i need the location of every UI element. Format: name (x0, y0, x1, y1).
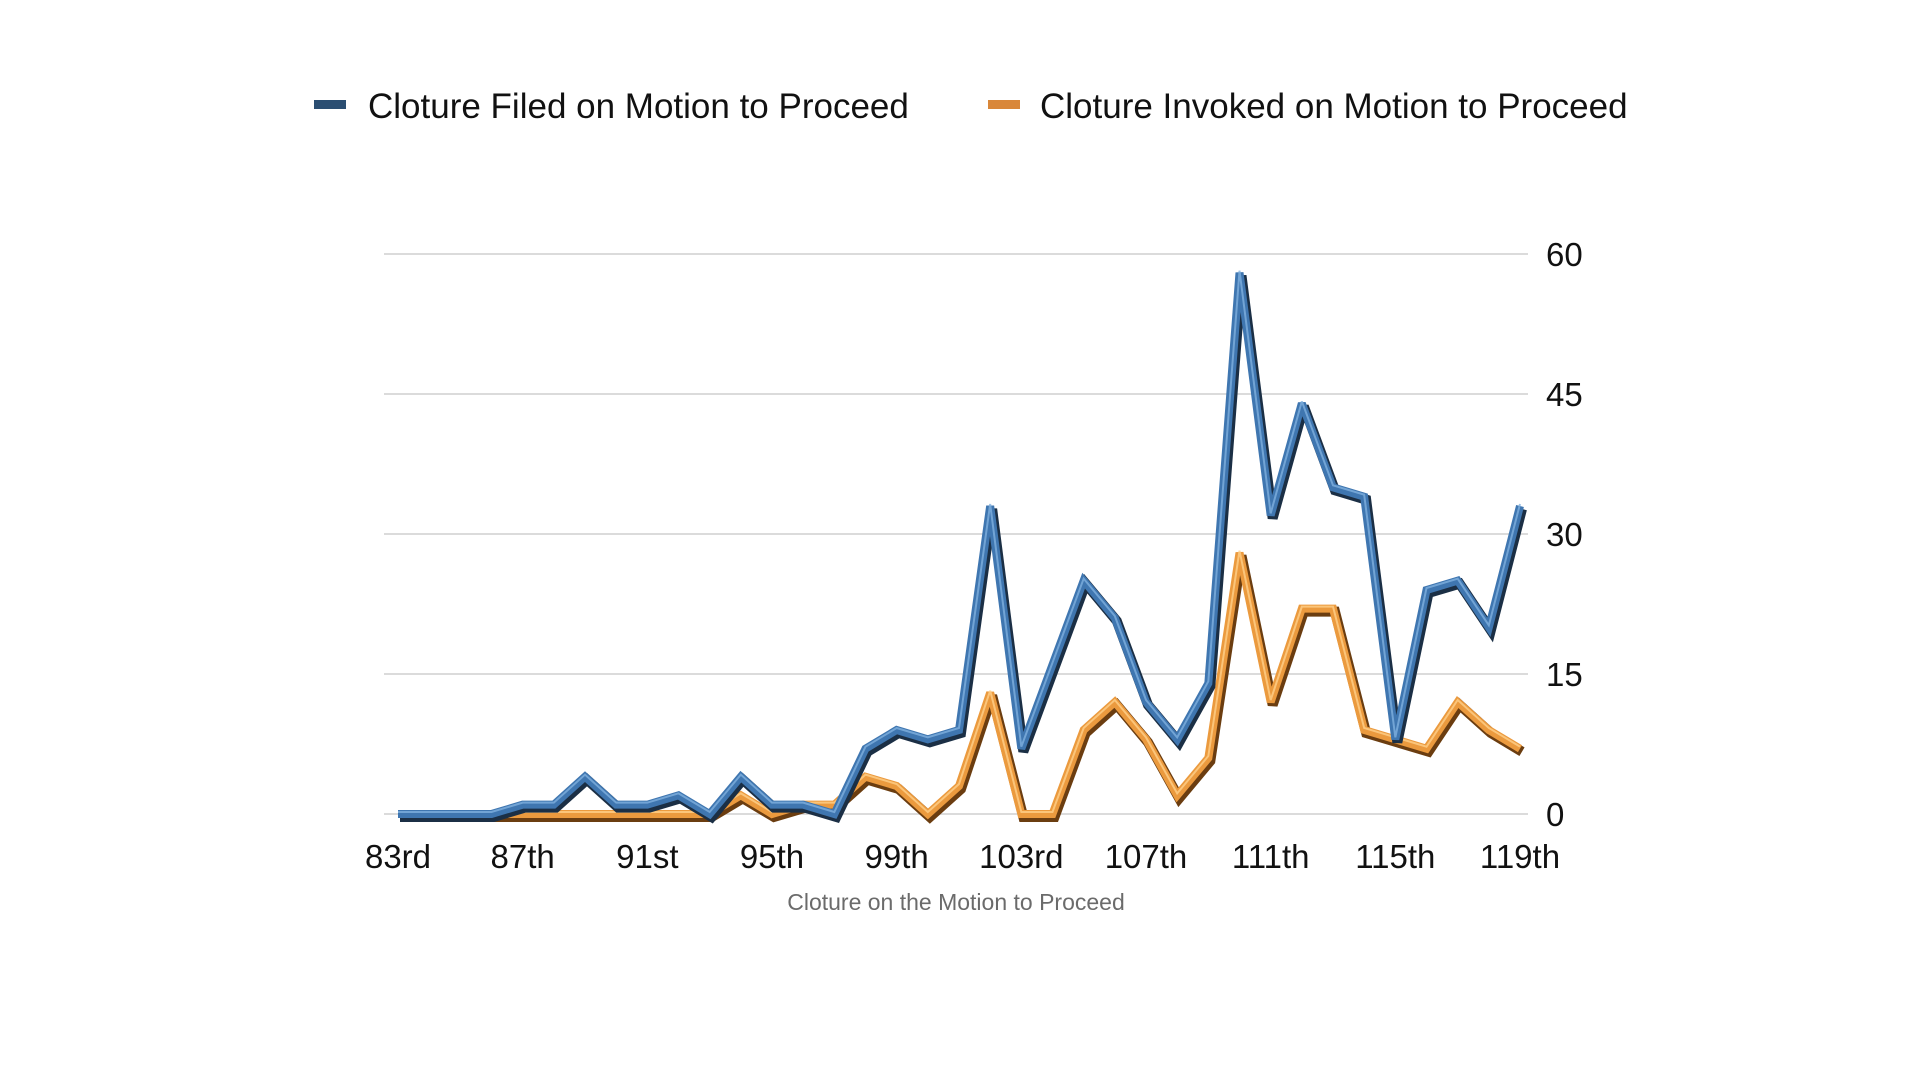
legend-label-filed: Cloture Filed on Motion to Proceed (368, 87, 909, 126)
x-tick-label: 103rd (979, 838, 1063, 875)
y-tick-label: 30 (1546, 516, 1583, 553)
legend: Cloture Filed on Motion to Proceed Clotu… (314, 87, 1628, 126)
x-axis-title: Cloture on the Motion to Proceed (787, 889, 1125, 915)
x-tick-label: 111th (1232, 838, 1310, 875)
x-tick-label: 87th (491, 838, 555, 875)
x-tick-label: 119th (1480, 838, 1560, 875)
legend-label-invoked: Cloture Invoked on Motion to Proceed (1040, 87, 1628, 126)
x-tick-label: 107th (1105, 838, 1188, 875)
series-filed[interactable] (395, 270, 1527, 824)
x-tick-label: 91st (616, 838, 678, 875)
series-layer (395, 270, 1527, 824)
gridlines (384, 253, 1528, 815)
y-tick-label: 60 (1546, 236, 1583, 273)
series-filed-line (398, 272, 1524, 820)
y-tick-label: 45 (1546, 376, 1583, 413)
y-tick-label: 0 (1546, 796, 1564, 833)
legend-item-invoked[interactable]: Cloture Invoked on Motion to Proceed (988, 87, 1628, 126)
x-tick-label: 99th (865, 838, 929, 875)
series-invoked[interactable] (395, 550, 1525, 824)
x-tick-label: 83rd (365, 838, 431, 875)
series-invoked-highlight (398, 550, 1521, 814)
legend-item-filed[interactable]: Cloture Filed on Motion to Proceed (314, 87, 909, 126)
series-filed-highlight (398, 270, 1521, 814)
x-tick-label: 95th (740, 838, 804, 875)
y-axis-ticks: 0 15 30 45 60 (1546, 236, 1583, 833)
x-axis-ticks: 83rd 87th 91st 95th 99th 103rd 107th 111th 115th… (365, 838, 1560, 875)
legend-swatch-invoked (988, 100, 1020, 109)
series-filed-shadow (400, 275, 1527, 824)
x-tick-label: 115th (1355, 838, 1435, 875)
legend-swatch-filed (314, 100, 346, 109)
y-tick-label: 15 (1546, 656, 1583, 693)
